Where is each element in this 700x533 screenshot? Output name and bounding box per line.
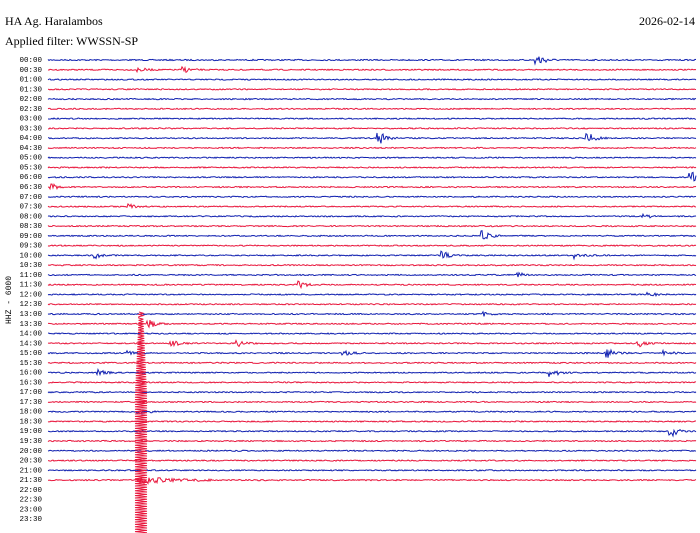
seismic-trace — [47, 65, 697, 74]
row-time-label: 02:30 — [19, 106, 42, 114]
row-time-label: 04:00 — [19, 135, 42, 143]
row-time-label: 17:00 — [19, 389, 42, 397]
row-time-label: 16:00 — [19, 370, 42, 378]
seismic-trace — [47, 56, 697, 66]
row-time-label: 15:00 — [19, 350, 42, 358]
seismic-trace — [47, 310, 697, 317]
seismic-trace — [47, 183, 697, 191]
seismic-trace — [47, 459, 697, 462]
seismic-trace — [47, 339, 697, 348]
seismic-trace — [47, 166, 697, 169]
row-time-label: 22:00 — [19, 487, 42, 495]
row-time-label: 20:00 — [19, 448, 42, 456]
seismic-trace — [47, 87, 697, 91]
seismic-trace — [47, 107, 697, 111]
row-time-label: 17:30 — [19, 399, 42, 407]
seismic-trace — [47, 381, 697, 384]
row-time-label: 14:30 — [19, 340, 42, 348]
seismic-trace — [48, 117, 697, 120]
row-time-label: 07:00 — [19, 194, 42, 202]
row-time-label: 01:00 — [19, 77, 42, 85]
seismic-trace — [47, 361, 697, 365]
date: 2026-02-14 — [639, 14, 695, 28]
row-time-label: 08:00 — [19, 213, 42, 221]
seismic-trace — [48, 263, 697, 267]
row-time-label: 05:00 — [19, 155, 42, 163]
row-time-label: 04:30 — [19, 145, 42, 153]
row-time-label: 10:30 — [19, 262, 42, 270]
seismic-trace — [47, 156, 697, 160]
row-time-label: 19:00 — [19, 428, 42, 436]
row-time-label: 00:30 — [19, 67, 42, 75]
row-time-label: 08:30 — [19, 223, 42, 231]
row-time-label: 13:00 — [19, 311, 42, 319]
seismic-trace — [47, 244, 697, 247]
row-time-label: 13:30 — [19, 321, 42, 329]
row-time-label: 11:00 — [19, 272, 42, 280]
seismic-trace — [47, 409, 697, 416]
row-time-label: 21:00 — [19, 467, 42, 475]
seismic-trace — [47, 390, 697, 394]
row-time-label: 09:30 — [19, 243, 42, 251]
seismic-trace — [47, 97, 697, 101]
row-time-label: 00:00 — [19, 57, 42, 65]
seismic-trace — [48, 127, 697, 130]
row-time-label: 06:00 — [19, 174, 42, 182]
station-title: HA Ag. Haralambos — [5, 14, 103, 28]
seismic-trace — [47, 212, 697, 219]
seismic-trace — [47, 224, 697, 228]
seismic-trace — [47, 203, 696, 210]
seismic-trace — [47, 280, 697, 290]
row-time-label: 03:00 — [19, 116, 42, 124]
seismic-trace — [48, 132, 697, 144]
row-time-label: 03:30 — [19, 125, 42, 133]
row-time-label: 22:30 — [19, 497, 42, 505]
seismic-trace — [47, 78, 697, 81]
row-time-label: 18:30 — [19, 418, 42, 426]
row-time-label: 12:00 — [19, 291, 42, 299]
row-time-label: 02:00 — [19, 96, 42, 104]
seismic-trace — [47, 171, 697, 182]
seismic-trace — [47, 146, 697, 150]
axis-label: HHZ - 6000 — [5, 276, 14, 324]
seismic-trace — [47, 439, 697, 443]
seismic-trace — [47, 271, 697, 278]
seismic-trace — [47, 291, 697, 298]
row-time-label: 19:30 — [19, 438, 42, 446]
row-time-label: 14:00 — [19, 331, 42, 339]
seismic-trace — [48, 332, 697, 335]
row-time-label: 07:30 — [19, 204, 42, 212]
seismic-trace — [47, 368, 697, 377]
row-time-label: 05:30 — [19, 164, 42, 172]
row-time-label: 12:30 — [19, 301, 42, 309]
seismic-trace — [47, 230, 697, 240]
seismic-trace — [48, 319, 697, 329]
seismic-trace — [47, 348, 697, 358]
filter-label: Applied filter: WWSSN-SP — [5, 34, 138, 48]
seismic-trace — [47, 250, 697, 261]
row-time-label: 10:00 — [19, 252, 42, 260]
earthquake-spike — [134, 311, 148, 533]
seismic-trace — [47, 303, 697, 306]
row-time-label: 11:30 — [19, 282, 42, 290]
row-time-label: 15:30 — [19, 360, 42, 368]
seismic-trace — [47, 428, 697, 438]
row-time-label: 23:30 — [19, 516, 42, 524]
row-time-label: 01:30 — [19, 86, 42, 94]
row-time-label: 09:00 — [19, 233, 42, 241]
seismic-trace — [47, 195, 697, 199]
seismic-trace — [47, 468, 697, 472]
row-time-label: 18:00 — [19, 409, 42, 417]
row-time-label: 23:00 — [19, 506, 42, 514]
row-time-label: 20:30 — [19, 458, 42, 466]
seismic-trace — [47, 400, 697, 404]
row-time-label: 06:30 — [19, 184, 42, 192]
seismic-trace — [47, 477, 697, 486]
row-time-label: 16:30 — [19, 379, 42, 387]
row-time-label: 21:30 — [19, 477, 42, 485]
seismic-trace — [47, 420, 696, 423]
seismic-trace — [47, 449, 696, 453]
